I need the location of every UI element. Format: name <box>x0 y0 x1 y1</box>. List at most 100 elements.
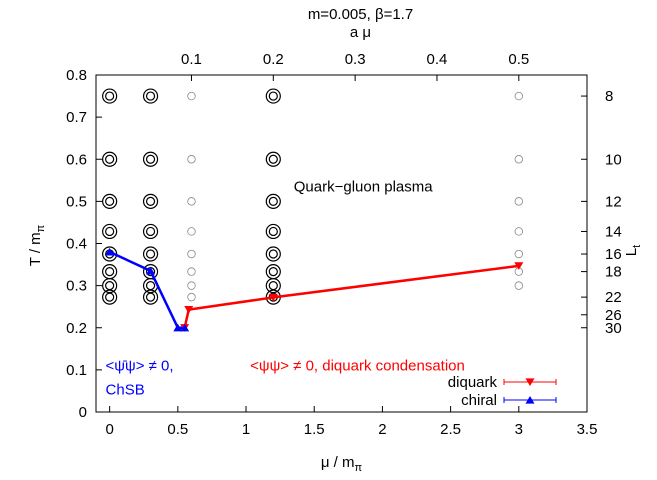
simulation-point-inner <box>105 91 115 101</box>
simulation-point-inner <box>268 154 278 164</box>
top-tick-label: 0.3 <box>345 51 366 68</box>
x-tick-label: 2 <box>378 421 386 438</box>
simulation-point-inner <box>268 91 278 101</box>
chiral-point <box>105 247 115 256</box>
simulation-point-inner <box>268 266 278 277</box>
x-tick-label: 2.5 <box>440 421 461 438</box>
legend-label: diquark <box>448 374 498 391</box>
right-axis-label-main: L <box>623 248 640 256</box>
simulation-point-small <box>514 91 524 101</box>
top-tick-label: 0.5 <box>508 51 529 68</box>
x-tick-label: 0 <box>105 421 113 438</box>
right-tick-label: 12 <box>605 193 622 210</box>
simulation-point-inner <box>105 226 115 237</box>
x-axis-label-main: μ / m <box>321 454 355 471</box>
simulation-point-outer <box>142 246 159 262</box>
simulation-point-inner <box>145 91 156 101</box>
simulation-point-outer <box>142 151 159 167</box>
simulation-point-outer <box>142 193 159 209</box>
simulation-point-small <box>187 91 196 101</box>
right-axis-label-group: Lt <box>623 245 643 256</box>
y-tick-label: 0.4 <box>66 236 87 253</box>
right-tick-label: 30 <box>605 320 622 337</box>
diquark-point <box>514 262 524 270</box>
top-axis-label: a μ <box>350 24 371 41</box>
top-tick-label: 0.1 <box>181 51 202 68</box>
x-tick-label: 1.5 <box>304 421 325 438</box>
simulation-point-outer <box>102 263 118 280</box>
simulation-point-small <box>187 227 196 236</box>
right-tick-label: 14 <box>605 223 622 240</box>
x-tick-label: 3.5 <box>577 421 598 438</box>
simulation-point-outer <box>265 223 281 240</box>
simulation-point-small <box>187 155 196 164</box>
y-tick-label: 0.3 <box>66 278 87 295</box>
x-axis-label-sub: π <box>355 462 363 474</box>
chart-title: m=0.005, β=1.7 <box>308 6 413 23</box>
simulation-point-small <box>514 197 524 206</box>
axis-ticks-layer: 0 0.5 1 1.5 2 2.5 3 3.5 0 0.1 0.2 0.3 0.4 0.5 0.6 0.7 0.… <box>66 51 622 438</box>
simulation-point-inner <box>105 292 115 302</box>
simulation-point-outer <box>265 263 281 280</box>
x-axis-label: μ / mπ <box>321 454 363 474</box>
simulation-point-small <box>514 249 524 259</box>
y-tick-label: 0.1 <box>66 362 87 379</box>
annotation-text: ChSB <box>106 382 145 399</box>
y-tick-label: 0.8 <box>66 67 87 84</box>
diquark-line <box>183 264 519 329</box>
chiral-point <box>180 323 190 332</box>
simulation-point-inner <box>145 249 156 259</box>
y-tick-label: 0.5 <box>66 193 87 210</box>
top-tick-label: 0.4 <box>427 51 448 68</box>
simulation-point-small <box>187 197 196 206</box>
annotation-text: <ψ̄ψ> ≠ 0, <box>106 358 174 375</box>
right-tick-label: 22 <box>605 289 622 306</box>
annotation-text: Quark−gluon plasma <box>294 179 433 196</box>
right-tick-label: 16 <box>605 246 622 263</box>
simulation-point-inner <box>105 154 115 164</box>
simulation-point-outer <box>265 246 281 262</box>
right-tick-label: 10 <box>605 151 622 168</box>
x-tick-label: 3 <box>515 421 523 438</box>
right-tick-label: 8 <box>605 88 613 105</box>
right-tick-label: 26 <box>605 307 622 324</box>
simulation-point-small <box>187 281 196 290</box>
simulation-point-inner <box>145 154 156 164</box>
simulation-point-small <box>514 227 524 236</box>
simulation-point-outer <box>142 88 159 104</box>
simulation-point-outer <box>102 88 118 104</box>
chiral-point <box>146 266 156 275</box>
simulation-point-outer <box>265 193 281 209</box>
annotation-text: <ψψ> ≠ 0, diquark condensation <box>250 358 465 375</box>
simulation-point-outer <box>265 88 281 104</box>
simulation-point-outer <box>265 151 281 167</box>
legend-marker-diquark <box>525 378 535 387</box>
y-tick-label: 0.7 <box>66 109 87 126</box>
annotations-layer: Quark−gluon plasma <ψψ> ≠ 0, diquark cond… <box>106 179 465 399</box>
simulation-point-outer <box>102 151 118 167</box>
simulation-point-inner <box>145 226 156 237</box>
right-tick-label: 18 <box>605 264 622 281</box>
y-axis-label-main: T / m <box>27 232 44 266</box>
simulation-point-inner <box>268 249 278 259</box>
simulation-point-outer <box>142 289 159 305</box>
y-tick-label: 0 <box>79 404 87 421</box>
simulation-point-inner <box>105 281 115 291</box>
simulation-point-outer <box>102 193 118 209</box>
simulation-point-outer <box>102 223 118 240</box>
chiral-line <box>109 250 185 329</box>
series-lines-layer <box>109 250 519 329</box>
legend-label: chiral <box>461 392 497 409</box>
right-axis-label: Lt <box>623 245 643 256</box>
simulation-point-inner <box>105 196 115 206</box>
y-axis-label-group: T / mπ <box>27 224 47 266</box>
y-axis-label-sub: π <box>35 224 47 232</box>
y-tick-label: 0.2 <box>66 320 87 337</box>
series-markers-layer <box>105 247 524 332</box>
simulation-point-inner <box>145 292 156 302</box>
diquark-point <box>184 306 194 314</box>
simulation-point-inner <box>145 196 156 206</box>
simulation-point-outer <box>102 289 118 305</box>
simulation-point-small <box>514 155 524 164</box>
